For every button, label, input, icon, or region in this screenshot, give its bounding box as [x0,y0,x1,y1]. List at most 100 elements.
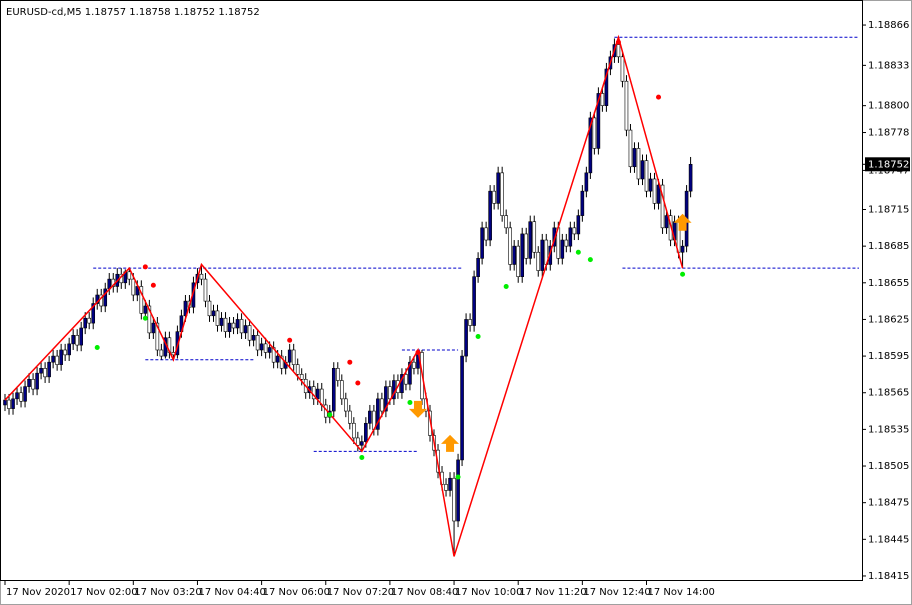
signal-dot [407,400,413,406]
candle-body [500,172,504,216]
x-tick-label: 17 Nov 02:00 [70,587,137,598]
y-tick-label: 1.18655 [868,278,909,289]
candle-body [87,317,92,324]
x-tick-label: 17 Nov 14:00 [648,587,715,598]
candle-body [91,303,96,324]
candle-body [488,190,492,241]
x-tick-label: 17 Nov 06:00 [263,587,330,598]
candle-body [203,278,208,302]
candle-body [472,276,476,326]
candle-body [227,322,232,332]
x-tick-label: 17 Nov 07:20 [327,587,394,598]
candle-body [3,399,7,406]
candle-body [83,317,87,329]
candle-body [199,273,204,280]
candle-body [532,221,537,253]
candle-body [247,325,252,341]
candle-body [464,319,468,357]
candle-body [508,227,512,265]
signal-dot [680,271,686,277]
candle-body [55,355,59,365]
y-tick-label: 1.18685 [868,241,909,252]
candle-body [400,374,404,394]
candle-body [452,477,456,522]
candle-body [79,327,83,346]
signal-arrow [673,213,692,231]
candle-body [648,178,653,192]
candle-body [584,172,589,192]
candle-body [628,129,633,168]
candle-body [468,319,472,326]
candle-body [360,441,364,446]
signal-dot [455,474,461,480]
signal-dot [475,334,481,340]
y-tick-label: 1.18445 [868,534,909,545]
candle-body [636,148,641,180]
candle-body [448,477,452,491]
x-tick-label: 17 Nov 03:20 [134,587,201,598]
candle-body [484,227,488,241]
candle-body [287,349,292,363]
candle-body [388,386,392,400]
y-tick-label: 1.18625 [868,314,909,325]
candle-body [263,343,268,353]
candle-body [560,239,565,259]
candle-body [492,190,496,204]
candle-body [139,286,144,314]
signal-dot [503,283,509,289]
candle-body [524,233,529,259]
signal-dot [656,94,662,100]
signal-arrow [408,400,427,418]
candle-body [315,388,320,400]
plot-area [0,0,863,581]
candle-body [688,164,693,192]
last-price-label: 1.18752 [868,159,909,170]
candle-body [331,368,336,412]
candle-body [103,288,108,307]
candle-body [15,392,19,400]
x-tick-label: 17 Nov 11:20 [519,587,586,598]
candle-body [536,251,541,271]
candle-body [368,410,372,424]
signal-dot [347,359,353,365]
signal-dot [287,337,293,343]
candle-body [295,364,300,375]
candle-body [211,310,216,317]
candle-body [251,335,256,341]
candle-body [279,355,284,369]
candle-body [580,190,585,216]
candle-body [159,349,164,357]
candle-body [624,80,629,131]
candle-body [680,245,685,253]
candle-body [616,44,621,58]
candle-body [95,294,100,304]
candle-body [572,227,577,235]
last-price-box [865,157,910,172]
candle-body [376,398,380,430]
candle-body [75,335,79,346]
candle-body [39,368,43,374]
candle-body [255,335,260,351]
candle-body [460,355,464,461]
candle-body [364,422,368,442]
y-tick-label: 1.18475 [868,498,909,509]
candle-body [504,215,508,229]
candle-body [235,319,240,329]
candle-body [47,361,51,378]
signal-dot [327,412,333,418]
candle-body [151,322,156,334]
y-tick-label: 1.18800 [868,101,909,112]
candle-body [564,239,569,247]
candle-body [127,271,132,280]
candle-body [480,227,484,259]
candle-body [632,148,637,168]
candle-body [239,319,244,334]
candle-body [131,278,136,296]
x-tick-label: 17 Nov 04:40 [198,587,265,598]
candle-body [664,215,669,229]
candle-body [496,172,500,204]
candle-body [404,374,408,385]
candle-body [520,233,525,277]
candle-body [620,56,625,82]
